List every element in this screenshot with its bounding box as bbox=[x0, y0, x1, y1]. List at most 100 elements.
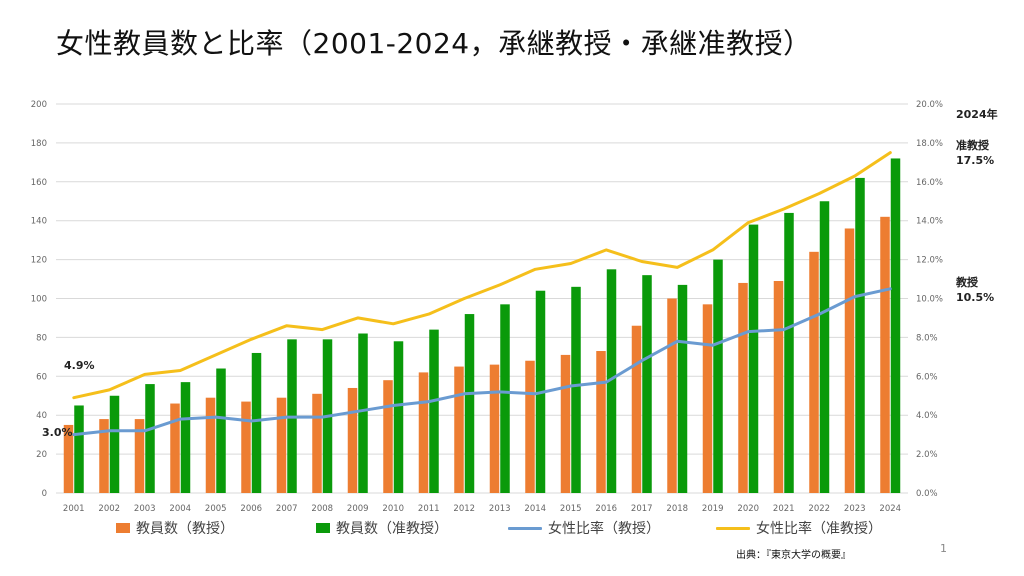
legend-label: 教員数（教授） bbox=[136, 521, 234, 537]
y-left-tick-label: 60 bbox=[36, 372, 47, 382]
x-tick-label: 2022 bbox=[808, 504, 830, 514]
bar-professor-2002 bbox=[99, 419, 109, 493]
y-right-tick-label: 6.0% bbox=[916, 372, 938, 382]
legend-item-assoc-ratio: 女性比率（准教授） bbox=[716, 518, 882, 538]
legend-item-prof-ratio: 女性比率（教授） bbox=[508, 518, 660, 538]
y-left-tick-label: 120 bbox=[31, 256, 47, 266]
bar-professor-2011 bbox=[418, 372, 429, 493]
bar-professor-2015 bbox=[560, 354, 571, 493]
legend-label: 女性比率（准教授） bbox=[756, 521, 882, 537]
annotation-end-year: 2024年 bbox=[956, 107, 998, 121]
legend-swatch bbox=[316, 523, 330, 533]
bar-professor-2010 bbox=[383, 380, 393, 493]
legend-label: 教員数（准教授） bbox=[336, 521, 448, 537]
x-axis-ticks: 2001 2002 2003 2004 2005 2006 2007 2008 2009 2010… bbox=[63, 504, 901, 514]
annotation-start-professor: 3.0% bbox=[42, 426, 73, 439]
bar-professor-2024 bbox=[880, 216, 890, 493]
legend-swatch bbox=[716, 526, 750, 530]
bar-associate-2009 bbox=[358, 333, 368, 493]
x-tick-label: 2019 bbox=[702, 504, 724, 514]
x-tick-label: 2006 bbox=[240, 504, 262, 514]
x-tick-label: 2005 bbox=[205, 504, 227, 514]
x-tick-label: 2023 bbox=[844, 504, 866, 514]
x-tick-label: 2007 bbox=[276, 504, 298, 514]
bar-associate-2001 bbox=[74, 405, 84, 493]
line-professor-ratio bbox=[72, 287, 892, 437]
bar-associate-2011 bbox=[429, 329, 439, 493]
y-right-tick-label: 18.0% bbox=[916, 139, 943, 149]
bar-professor-2009 bbox=[347, 387, 358, 493]
bar-professor-2008 bbox=[312, 393, 322, 493]
bar-professor-2014 bbox=[525, 360, 535, 493]
right-axis-ticks: 0.0% 2.0% 4.0% 6.0% 8.0% 10.0% 12.0% 14.0% 16.0%… bbox=[916, 100, 943, 499]
bar-associate-2023 bbox=[855, 177, 865, 493]
y-left-tick-label: 40 bbox=[36, 411, 47, 421]
bar-associate-2019 bbox=[713, 259, 723, 493]
legend-label: 女性比率（教授） bbox=[548, 521, 660, 537]
y-right-tick-label: 8.0% bbox=[916, 333, 938, 343]
x-tick-label: 2013 bbox=[489, 504, 511, 514]
y-right-tick-label: 14.0% bbox=[916, 217, 943, 227]
legend-swatch bbox=[116, 523, 130, 533]
left-axis-ticks: 0 20 40 60 80 100 120 140 160 180 200 bbox=[31, 100, 47, 499]
x-tick-label: 2009 bbox=[347, 504, 369, 514]
y-left-tick-label: 0 bbox=[42, 489, 47, 499]
bar-associate-2022 bbox=[819, 201, 830, 493]
x-tick-label: 2015 bbox=[560, 504, 582, 514]
y-right-tick-label: 20.0% bbox=[916, 100, 943, 110]
annotation-end-professor-label: 教授 bbox=[955, 275, 979, 289]
y-right-tick-label: 16.0% bbox=[916, 178, 943, 188]
bar-professor-2007 bbox=[276, 397, 287, 493]
legend-item-prof-count: 教員数（教授） bbox=[116, 518, 234, 538]
y-left-tick-label: 140 bbox=[31, 217, 47, 227]
bar-professor-2003 bbox=[134, 419, 145, 493]
annotation-end-professor-value: 10.5% bbox=[956, 291, 994, 304]
gridlines bbox=[56, 103, 908, 494]
x-tick-label: 2014 bbox=[524, 504, 546, 514]
y-right-tick-label: 4.0% bbox=[916, 411, 938, 421]
bar-professor-2020 bbox=[738, 282, 748, 493]
bar-professor-2016 bbox=[596, 351, 606, 493]
bar-associate-2012 bbox=[464, 314, 475, 493]
annotation-end-associate-value: 17.5% bbox=[956, 154, 994, 167]
bar-series bbox=[63, 158, 901, 494]
y-left-tick-label: 80 bbox=[36, 333, 47, 343]
line-series bbox=[72, 151, 892, 437]
bar-associate-2016 bbox=[606, 269, 617, 493]
bar-professor-2001 bbox=[63, 424, 74, 493]
y-left-tick-label: 100 bbox=[31, 295, 47, 305]
bar-professor-2019 bbox=[702, 304, 713, 493]
bar-associate-2024 bbox=[890, 158, 901, 493]
annotation-end-associate-label: 准教授 bbox=[956, 138, 990, 152]
annotation-start-associate: 4.9% bbox=[64, 359, 95, 372]
x-tick-label: 2024 bbox=[879, 504, 901, 514]
bar-associate-2006 bbox=[251, 352, 262, 493]
bar-associate-2003 bbox=[145, 384, 155, 493]
bar-associate-2020 bbox=[748, 224, 759, 493]
bar-professor-2005 bbox=[205, 397, 216, 493]
bar-associate-2002 bbox=[109, 395, 120, 493]
legend: 教員数（教授） 教員数（准教授） 女性比率（教授） 女性比率（准教授） bbox=[0, 518, 1024, 540]
line-associate-ratio bbox=[72, 151, 892, 400]
y-right-tick-label: 0.0% bbox=[916, 489, 938, 499]
x-tick-label: 2010 bbox=[382, 504, 404, 514]
x-tick-label: 2003 bbox=[134, 504, 156, 514]
legend-item-assoc-count: 教員数（准教授） bbox=[316, 518, 448, 538]
x-tick-label: 2001 bbox=[63, 504, 85, 514]
y-right-tick-label: 10.0% bbox=[916, 295, 943, 305]
bar-associate-2010 bbox=[393, 341, 404, 493]
bar-associate-2021 bbox=[784, 212, 794, 494]
y-right-tick-label: 2.0% bbox=[916, 450, 938, 460]
bar-associate-2005 bbox=[216, 368, 226, 493]
y-left-tick-label: 20 bbox=[36, 450, 47, 460]
x-tick-label: 2020 bbox=[737, 504, 759, 514]
x-tick-label: 2021 bbox=[773, 504, 795, 514]
page-title: 女性教員数と比率（2001-2024，承継教授・承継准教授） bbox=[56, 27, 812, 60]
y-right-tick-label: 12.0% bbox=[916, 256, 943, 266]
bar-associate-2013 bbox=[500, 304, 510, 493]
y-left-tick-label: 200 bbox=[31, 100, 47, 110]
x-tick-label: 2016 bbox=[595, 504, 617, 514]
legend-swatch bbox=[508, 526, 542, 530]
